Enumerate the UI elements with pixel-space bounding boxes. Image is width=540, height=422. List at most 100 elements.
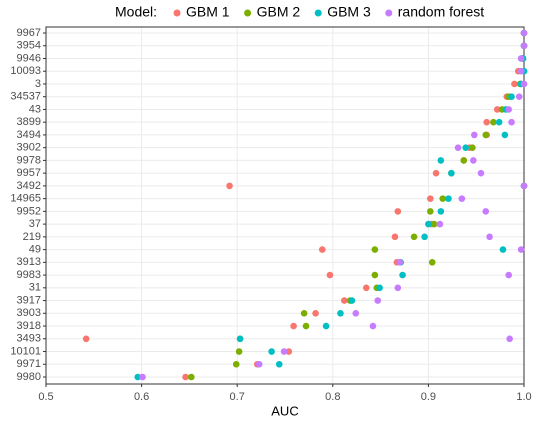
dot xyxy=(460,157,468,164)
dot xyxy=(421,233,428,241)
dot xyxy=(188,373,195,381)
x-tick-label: 0.8 xyxy=(325,391,340,403)
dot xyxy=(470,131,478,139)
dot xyxy=(399,271,406,279)
y-tick-label: 3494 xyxy=(17,129,41,141)
dot xyxy=(425,220,432,228)
y-tick-label: 10101 xyxy=(10,345,41,357)
dot xyxy=(369,322,377,330)
y-tick-label: 3899 xyxy=(17,116,41,128)
legend-marker xyxy=(314,9,322,17)
dot xyxy=(318,246,326,253)
dot xyxy=(437,208,445,215)
x-tick-label: 1.0 xyxy=(516,391,531,403)
dot xyxy=(448,169,455,177)
dot xyxy=(505,106,513,113)
y-tick-label: 219 xyxy=(23,231,41,243)
y-tick-label: 9946 xyxy=(17,52,41,64)
dot xyxy=(436,220,444,228)
dot xyxy=(82,335,90,343)
dot xyxy=(520,42,528,50)
dot xyxy=(508,93,515,101)
dot xyxy=(340,297,348,304)
plot-border xyxy=(45,26,525,385)
y-tick-label: 9978 xyxy=(17,154,41,166)
dot xyxy=(285,348,293,355)
legend-marker xyxy=(173,9,181,17)
y-tick-label: 9952 xyxy=(17,205,41,217)
dot xyxy=(139,373,146,381)
dot xyxy=(290,322,297,330)
dot xyxy=(458,195,466,202)
dot xyxy=(302,322,310,330)
dot xyxy=(445,195,452,202)
dot xyxy=(348,297,356,304)
dot xyxy=(508,118,515,126)
y-tick-label: 10093 xyxy=(10,65,41,77)
dot xyxy=(486,233,493,241)
dot xyxy=(482,131,490,139)
dot xyxy=(371,271,379,279)
dot xyxy=(520,182,528,190)
dot xyxy=(300,309,308,317)
dot xyxy=(515,93,523,101)
dot xyxy=(337,309,344,317)
legend-label: random forest xyxy=(398,4,484,20)
y-tick-label: 9980 xyxy=(17,371,41,383)
dot xyxy=(477,169,485,177)
dot xyxy=(506,335,513,343)
x-tick-label: 0.5 xyxy=(38,391,53,403)
y-tick-label: 9967 xyxy=(17,27,41,39)
dot xyxy=(236,335,244,343)
dot xyxy=(275,360,283,368)
dot xyxy=(428,259,436,266)
dot xyxy=(462,144,469,151)
y-tick-label: 31 xyxy=(29,282,41,294)
dot xyxy=(427,208,434,215)
dot xyxy=(517,246,525,253)
dot xyxy=(394,208,402,215)
y-tick-label: 37 xyxy=(29,218,41,230)
legend-marker xyxy=(244,9,252,17)
plot-panel xyxy=(46,27,524,384)
y-tick-label: 49 xyxy=(29,243,41,255)
dot xyxy=(226,182,233,190)
x-tick-label: 0.7 xyxy=(230,391,245,403)
y-tick-label: 3903 xyxy=(17,307,41,319)
dot xyxy=(374,297,382,304)
dot xyxy=(427,195,434,202)
dot xyxy=(326,271,334,279)
dot xyxy=(235,348,243,355)
dot xyxy=(362,284,370,292)
y-tick-label: 34537 xyxy=(10,91,41,103)
dot xyxy=(182,373,189,381)
dot xyxy=(517,55,525,62)
y-tick-label: 9971 xyxy=(17,358,41,370)
dot xyxy=(520,80,528,88)
legend-label: GBM 2 xyxy=(257,4,301,20)
legend-title: Model: xyxy=(115,4,157,20)
y-tick-label: 3954 xyxy=(17,40,41,52)
y-tick-label: 3917 xyxy=(17,294,41,306)
dot xyxy=(255,360,263,368)
dot xyxy=(394,284,402,292)
dot xyxy=(493,106,501,113)
dot xyxy=(470,157,477,164)
dot xyxy=(437,157,445,164)
dot xyxy=(490,118,497,126)
y-tick-label: 14965 xyxy=(10,193,41,205)
y-tick-label: 3492 xyxy=(17,180,41,192)
dot xyxy=(280,348,288,355)
x-axis-title: AUC xyxy=(271,403,298,418)
y-tick-label: 3913 xyxy=(17,256,41,268)
dot xyxy=(482,208,490,215)
y-tick-label: 3 xyxy=(35,78,41,90)
dot xyxy=(499,246,507,253)
legend-label: GBM 1 xyxy=(186,4,230,20)
dot xyxy=(371,246,379,253)
dot xyxy=(312,309,319,317)
y-tick-label: 3918 xyxy=(17,320,41,332)
dot xyxy=(439,195,447,202)
dot xyxy=(322,322,330,330)
